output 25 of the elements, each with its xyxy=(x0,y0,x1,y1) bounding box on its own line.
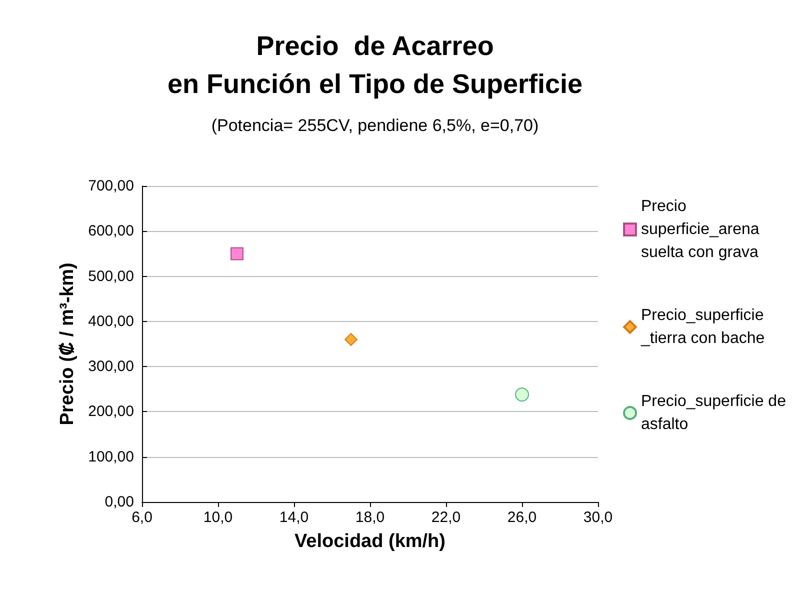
point xyxy=(515,388,529,402)
legend-label: Precio superficie_arena suelta con grava xyxy=(641,198,764,261)
legend-label: Precio_superficie _tierra con bache xyxy=(640,307,768,347)
y-tick-label: 200,00 xyxy=(88,403,134,420)
y-tick-label: 300,00 xyxy=(88,358,134,376)
point xyxy=(344,332,358,346)
x-tick-label: 14,0 xyxy=(279,509,309,526)
x-tick-label: 6,0 xyxy=(132,509,152,526)
y-tick-label: 700,00 xyxy=(88,178,134,194)
chart-subtitle: (Potencia= 255CV, pendiene 6,5%, e=0,70) xyxy=(211,116,539,135)
x-tick-label: 18,0 xyxy=(355,509,385,526)
y-axis-title: Precio (₡ / m³-km) xyxy=(57,262,78,426)
x-tick-label: 26,0 xyxy=(507,509,537,526)
y-tick-label: 600,00 xyxy=(88,222,134,240)
y-tick-label: 100,00 xyxy=(88,448,134,466)
x-tick-label: 22,0 xyxy=(431,509,461,526)
point xyxy=(230,247,244,260)
y-tick-label: 400,00 xyxy=(88,312,134,330)
x-tick-label: 30,0 xyxy=(583,509,613,526)
chart-title: Precio de Acarreo en Función el Tipo de Superficie xyxy=(167,31,583,99)
y-tick-label: 0,00 xyxy=(104,494,134,510)
legend-label: Precio_superficie de asfalto xyxy=(641,393,790,433)
y-tick-label: 500,00 xyxy=(88,268,134,285)
x-tick-label: 10,0 xyxy=(203,509,233,526)
x-axis-title: Velocidad (km/h) xyxy=(294,531,446,552)
